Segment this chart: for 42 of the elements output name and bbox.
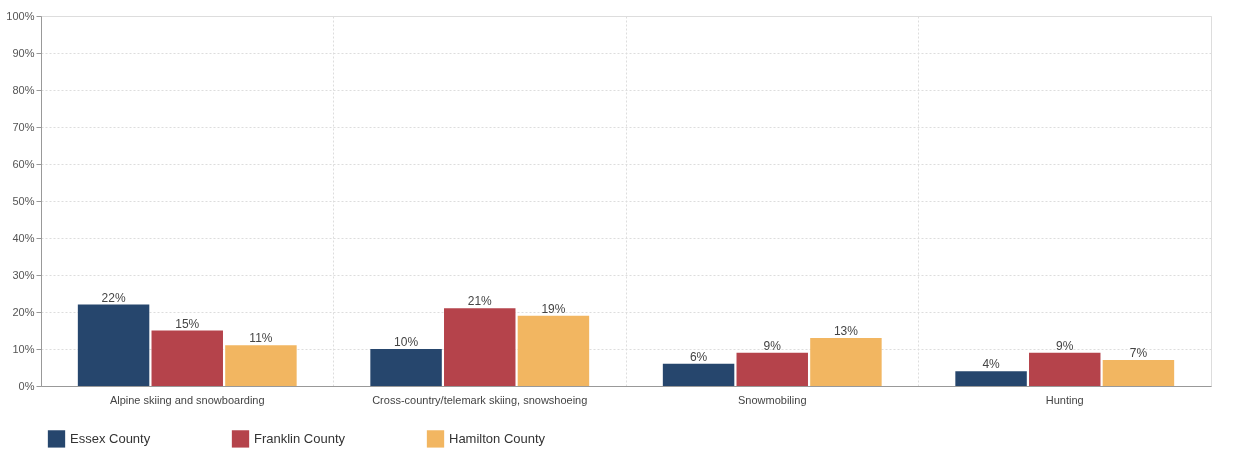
bar <box>955 371 1027 386</box>
data-label: 22% <box>101 290 126 305</box>
legend-label: Hamilton County <box>449 430 546 446</box>
y-tick-label: 70% <box>12 120 35 133</box>
x-tick-label: Hunting <box>1045 393 1084 406</box>
data-label: 13% <box>833 323 859 338</box>
y-tick-label: 10% <box>12 342 35 355</box>
data-label: 7% <box>1129 346 1148 361</box>
bar <box>810 337 882 386</box>
data-label: 21% <box>467 294 493 309</box>
data-label: 6% <box>689 349 708 364</box>
data-label: 9% <box>763 338 782 353</box>
y-tick-label: 100% <box>6 9 35 22</box>
y-tick-label: 20% <box>12 305 35 318</box>
data-label: 10% <box>394 335 419 349</box>
y-tick-label: 0% <box>18 379 35 392</box>
data-label: 4% <box>982 357 1001 372</box>
y-tick-label: 40% <box>12 231 35 244</box>
data-label: 11% <box>249 331 273 346</box>
bar <box>151 330 223 386</box>
bar <box>444 308 516 386</box>
y-tick-label: 90% <box>12 46 35 59</box>
legend-label: Essex County <box>70 430 151 446</box>
bar <box>517 315 590 386</box>
bar <box>662 363 735 386</box>
bar <box>77 304 150 386</box>
x-tick-label: Snowmobiling <box>738 393 807 406</box>
x-tick-label: Alpine skiing and snowboarding <box>109 393 265 406</box>
data-label: 15% <box>175 316 200 331</box>
x-tick-label: Cross-country/telemark skiing, snowshoeing <box>372 393 588 406</box>
bar <box>736 352 808 386</box>
y-tick-label: 80% <box>12 83 35 96</box>
y-tick-label: 30% <box>12 268 35 281</box>
legend-label: Franklin County <box>254 430 346 446</box>
bar <box>1029 352 1101 386</box>
data-label: 9% <box>1056 338 1074 353</box>
bar <box>225 345 297 386</box>
y-tick-label: 60% <box>12 157 35 170</box>
data-label: 19% <box>541 301 566 316</box>
bar <box>1102 360 1175 386</box>
y-tick-label: 50% <box>12 194 35 207</box>
bar <box>370 349 442 386</box>
